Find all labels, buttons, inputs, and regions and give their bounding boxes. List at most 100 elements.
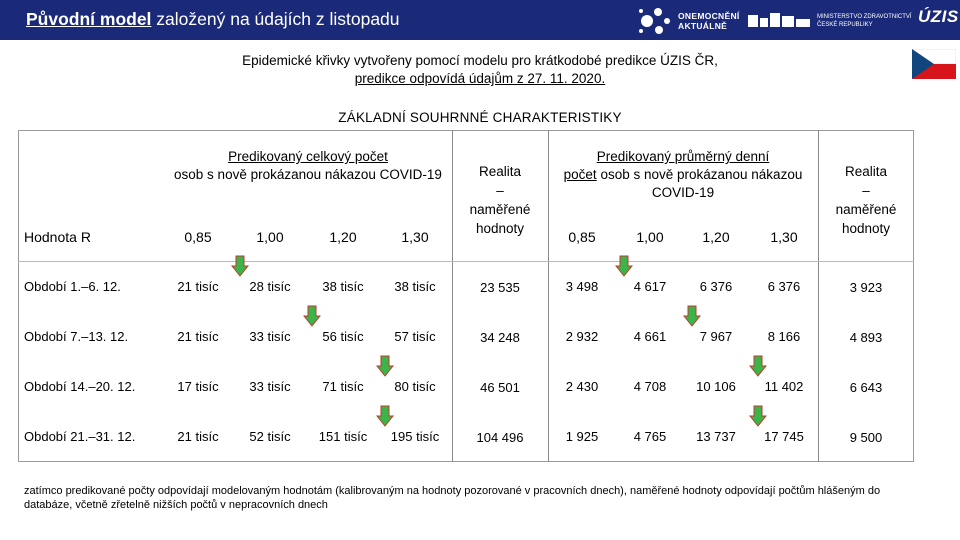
realita-daily-heading: Realita – naměřené hodnoty xyxy=(818,162,914,238)
footnote: zatímco predikované počty odpovídají mod… xyxy=(24,485,881,511)
real-daily-cell: 4 893 xyxy=(849,330,883,345)
predicted-total-cell: 28 tisíc xyxy=(249,279,291,294)
real-total-cell: 23 535 xyxy=(480,280,520,295)
predicted-daily-cell: 4 617 xyxy=(633,279,667,294)
predicted-total-cell: 195 tisíc xyxy=(390,429,440,444)
r-value-header: 1,00 xyxy=(636,229,664,245)
r-value-label: Hodnota R xyxy=(24,229,91,245)
group-total-heading: Predikovaný celkový počet osob s nově pr… xyxy=(168,148,448,184)
predicted-daily-cell: 4 765 xyxy=(633,429,667,444)
period-prefix: Období xyxy=(24,329,71,344)
page-title: Původní model založený na údajích z list… xyxy=(26,9,400,30)
realita-line4: hodnoty xyxy=(841,221,891,236)
predicted-total-cell: 21 tisíc xyxy=(177,329,219,344)
period-label: Období 1.–6. 12. xyxy=(24,279,121,294)
real-total-cell: 34 248 xyxy=(480,330,520,345)
green-down-arrow-icon xyxy=(231,255,249,277)
realita-line3: naměřené xyxy=(469,202,531,217)
period-range: 21.–31. 12. xyxy=(70,429,136,444)
predicted-total-cell: 38 tisíc xyxy=(322,279,364,294)
predicted-daily-cell: 4 708 xyxy=(633,379,667,394)
predicted-total-cell: 57 tisíc xyxy=(394,329,436,344)
predicted-daily-cell: 10 106 xyxy=(696,379,736,394)
r-value-header: 0,85 xyxy=(184,229,212,245)
period-range: 1.–6. 12. xyxy=(70,279,121,294)
realita-line1: Realita xyxy=(844,164,888,179)
header-bar: Původní model založený na údajích z list… xyxy=(0,0,960,40)
table-divider xyxy=(452,130,453,462)
realita-line1: Realita xyxy=(478,164,522,179)
table-header-divider xyxy=(18,261,914,262)
logo-line1: ONEMOCNĚNÍ xyxy=(678,11,740,21)
period-label: Období 14.–20. 12. xyxy=(24,379,135,394)
group-daily-heading: Predikovaný průměrný denní počet osob s … xyxy=(550,148,816,202)
real-total-cell: 104 496 xyxy=(476,430,524,445)
subtitle: Epidemické křivky vytvořeny pomocí model… xyxy=(140,52,820,88)
group-total-title: Predikovaný celkový počet xyxy=(228,149,388,164)
predicted-total-cell: 33 tisíc xyxy=(249,329,291,344)
predicted-daily-cell: 7 967 xyxy=(699,329,733,344)
r-value-header: 1,30 xyxy=(401,229,429,245)
r-value-header: 1,30 xyxy=(770,229,798,245)
onemocneni-logo-icon xyxy=(639,8,670,34)
period-prefix: Období xyxy=(24,379,71,394)
group-total-subtitle: osob s nově prokázanou nákazou COVID-19 xyxy=(174,167,442,182)
real-daily-cell: 9 500 xyxy=(849,430,883,445)
group-daily-underlined: počet xyxy=(563,167,597,182)
subtitle-line2: predikce odpovídá údajům z 27. 11. 2020. xyxy=(354,71,606,86)
predicted-daily-cell: 8 166 xyxy=(767,329,801,344)
period-range: 7.–13. 12. xyxy=(70,329,129,344)
predicted-total-cell: 38 tisíc xyxy=(394,279,436,294)
czech-flag-icon xyxy=(912,49,956,79)
predicted-total-cell: 21 tisíc xyxy=(177,429,219,444)
real-daily-cell: 3 923 xyxy=(849,280,883,295)
subtitle-line1: Epidemické křivky vytvořeny pomocí model… xyxy=(242,53,718,68)
predicted-total-cell: 80 tisíc xyxy=(394,379,436,394)
r-value-header: 1,00 xyxy=(256,229,284,245)
realita-line2: – xyxy=(862,183,870,198)
period-label: Období 21.–31. 12. xyxy=(24,429,135,444)
realita-line2: – xyxy=(496,183,504,198)
predicted-total-cell: 71 tisíc xyxy=(322,379,364,394)
green-down-arrow-icon xyxy=(749,355,767,377)
ministry-logo-text: MINISTERSTVO ZDRAVOTNICTVÍ ČESKÉ REPUBLI… xyxy=(817,13,912,29)
predicted-daily-cell: 2 932 xyxy=(565,329,599,344)
predicted-daily-cell: 13 737 xyxy=(696,429,736,444)
table-divider xyxy=(548,130,549,462)
predicted-daily-cell: 11 402 xyxy=(764,379,804,394)
page-title-rest: založený na údajích z listopadu xyxy=(151,9,400,29)
green-down-arrow-icon xyxy=(303,305,321,327)
predicted-daily-cell: 3 498 xyxy=(565,279,599,294)
realita-line3: naměřené xyxy=(835,202,897,217)
ministry-line1: MINISTERSTVO ZDRAVOTNICTVÍ xyxy=(817,14,912,20)
predicted-total-cell: 33 tisíc xyxy=(249,379,291,394)
realita-total-heading: Realita – naměřené hodnoty xyxy=(452,162,548,238)
group-daily-subtitle: osob s nově prokázanou nákazou COVID-19 xyxy=(596,167,803,200)
group-daily-title: Predikovaný průměrný denní xyxy=(596,149,770,164)
period-prefix: Období xyxy=(24,429,71,444)
green-down-arrow-icon xyxy=(615,255,633,277)
green-down-arrow-icon xyxy=(376,405,394,427)
predicted-total-cell: 21 tisíc xyxy=(177,279,219,294)
predicted-daily-cell: 6 376 xyxy=(699,279,733,294)
r-value-header: 1,20 xyxy=(702,229,730,245)
green-down-arrow-icon xyxy=(683,305,701,327)
predicted-daily-cell: 6 376 xyxy=(767,279,801,294)
period-label: Období 7.–13. 12. xyxy=(24,329,128,344)
section-heading: ZÁKLADNÍ SOUHRNNÉ CHARAKTERISTIKY xyxy=(338,110,622,125)
realita-line4: hodnoty xyxy=(475,221,525,236)
predicted-daily-cell: 2 430 xyxy=(565,379,599,394)
page-title-underlined: Původní model xyxy=(26,9,152,29)
predicted-daily-cell: 17 745 xyxy=(764,429,804,444)
period-prefix: Období xyxy=(24,279,71,294)
logo-line2: AKTUÁLNĚ xyxy=(678,21,728,31)
table-divider xyxy=(818,130,819,462)
predicted-total-cell: 56 tisíc xyxy=(322,329,364,344)
green-down-arrow-icon xyxy=(376,355,394,377)
r-value-header: 0,85 xyxy=(568,229,596,245)
real-daily-cell: 6 643 xyxy=(849,380,883,395)
ministry-line2: ČESKÉ REPUBLIKY xyxy=(817,22,873,28)
predicted-total-cell: 151 tisíc xyxy=(318,429,368,444)
period-range: 14.–20. 12. xyxy=(70,379,136,394)
predicted-total-cell: 17 tisíc xyxy=(177,379,219,394)
